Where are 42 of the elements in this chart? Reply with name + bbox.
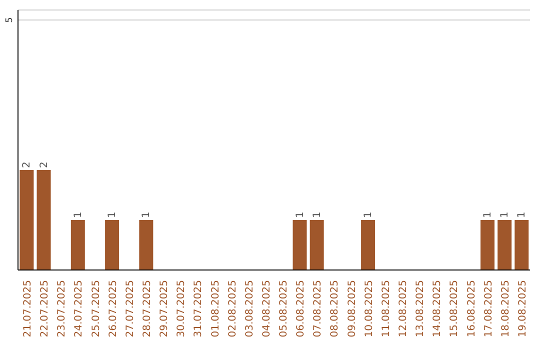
data-label: 1 [482, 212, 494, 218]
x-tick-label: 16.08.2025 [466, 280, 478, 338]
x-tick-label: 15.08.2025 [449, 280, 460, 338]
x-tick-label: 07.08.2025 [312, 280, 324, 338]
x-tick-label: 25.07.2025 [90, 280, 102, 338]
data-label: 1 [500, 212, 511, 218]
x-tick-label: 24.07.2025 [74, 280, 85, 338]
x-tick-label: 11.08.2025 [380, 280, 392, 338]
x-tick-label: 06.08.2025 [296, 280, 307, 338]
x-tick-label: 21.07.2025 [22, 280, 34, 338]
x-tick-label: 13.08.2025 [415, 280, 426, 338]
data-label: 1 [141, 212, 152, 218]
data-label: 1 [363, 212, 374, 218]
data-label: 1 [107, 212, 118, 218]
x-tick-label: 29.07.2025 [159, 280, 170, 338]
x-tick-label: 19.08.2025 [517, 280, 528, 338]
data-label: 1 [312, 212, 323, 218]
x-tick-label: 04.08.2025 [261, 280, 272, 338]
x-tick-label: 03.08.2025 [244, 280, 256, 338]
y-tick-label: 5 [5, 17, 15, 23]
data-label: 1 [516, 212, 528, 218]
x-tick-label: 10.08.2025 [364, 280, 375, 338]
data-label: 2 [22, 162, 33, 168]
x-tick-label: 05.08.2025 [278, 280, 290, 338]
data-label: 2 [38, 162, 50, 168]
x-tick-label: 22.07.2025 [40, 280, 51, 338]
x-tick-label: 30.07.2025 [176, 280, 188, 338]
x-tick-label: 02.08.2025 [227, 280, 238, 338]
x-tick-label: 18.08.2025 [500, 280, 512, 338]
x-tick-label: 27.07.2025 [124, 280, 136, 338]
x-tick-label: 09.08.2025 [346, 280, 358, 338]
x-tick-label: 28.07.2025 [142, 280, 153, 338]
x-tick-label: 17.08.2025 [483, 280, 494, 338]
x-tick-label: 14.08.2025 [432, 280, 444, 338]
x-tick-label: 23.07.2025 [56, 280, 68, 338]
x-tick-label: 01.08.2025 [210, 280, 222, 338]
x-tick-label: 26.07.2025 [108, 280, 119, 338]
x-tick-label: 12.08.2025 [398, 280, 409, 338]
data-label: 1 [72, 212, 84, 218]
x-tick-label: 31.07.2025 [193, 280, 204, 338]
data-label: 1 [294, 212, 306, 218]
x-tick-label: 08.08.2025 [330, 280, 341, 338]
